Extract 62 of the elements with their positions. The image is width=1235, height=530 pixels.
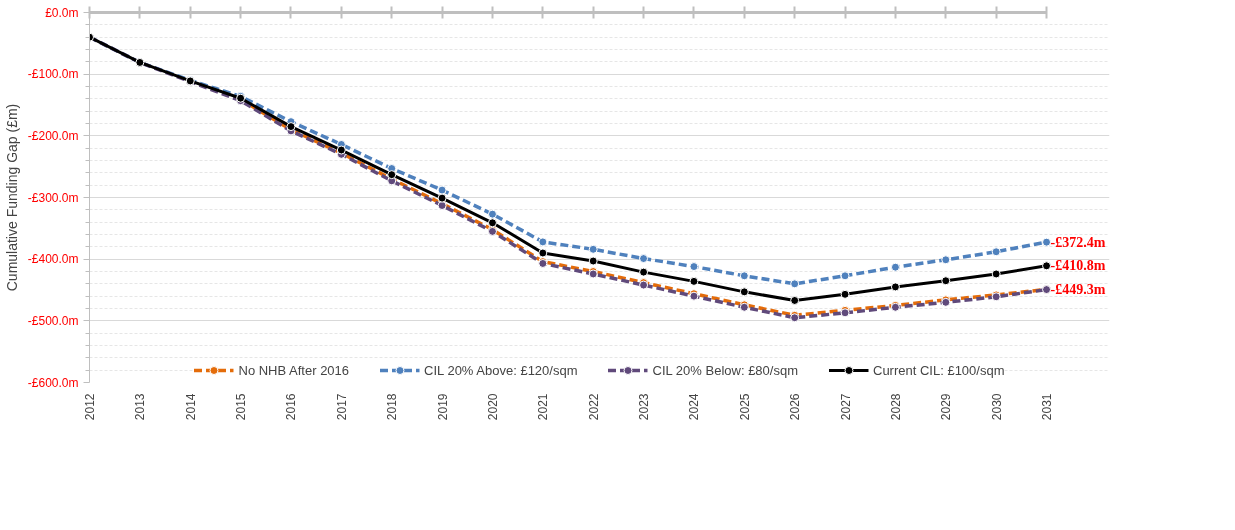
legend-label: CIL 20% Above: £120/sqm — [424, 362, 578, 378]
y-tick-label: -£100.0m — [27, 67, 79, 82]
data-label: -£449.3m — [1050, 282, 1106, 298]
x-tick-label: 2020 — [485, 393, 500, 421]
point — [991, 247, 1001, 257]
point — [1042, 237, 1052, 247]
point — [890, 282, 900, 292]
y-tick-label: £0.0m — [45, 5, 79, 20]
point — [840, 271, 850, 281]
point — [588, 244, 598, 254]
x-tick-label: 2021 — [536, 393, 551, 421]
point — [639, 254, 649, 264]
data-label: -£372.4m — [1050, 234, 1106, 250]
point — [790, 295, 800, 305]
legend-label: CIL 20% Below: £80/sqm — [652, 362, 798, 378]
legend-label: No NHB After 2016 — [238, 362, 350, 378]
y-axis-title: Cumulative Funding Gap (£m) — [3, 103, 20, 292]
point — [437, 193, 447, 203]
x-tick-label: 2026 — [788, 393, 803, 421]
point — [739, 287, 749, 297]
x-tick-label: 2017 — [334, 393, 349, 421]
point — [840, 289, 850, 299]
x-tick-label: 2015 — [234, 393, 249, 421]
x-tick-label: 2030 — [989, 393, 1004, 421]
x-tick-label: 2027 — [838, 393, 853, 421]
legend-label: Current CIL: £100/sqm — [872, 362, 1005, 378]
point — [1042, 261, 1052, 271]
point — [538, 237, 548, 247]
point — [538, 248, 548, 258]
y-tick-label: -£500.0m — [27, 313, 79, 328]
x-tick-label: 2024 — [687, 393, 702, 421]
x-tick-label: 2025 — [737, 393, 752, 421]
y-tick-label: -£300.0m — [27, 190, 79, 205]
x-tick-label: 2028 — [888, 393, 903, 421]
point — [639, 267, 649, 277]
point — [588, 256, 598, 266]
point — [739, 271, 749, 281]
data-label: -£410.8m — [1050, 258, 1106, 274]
x-tick-label: 2029 — [939, 393, 954, 421]
x-tick-label: 2019 — [435, 393, 450, 421]
point — [790, 279, 800, 289]
y-tick-label: -£200.0m — [27, 128, 79, 143]
y-tick-label: -£600.0m — [27, 375, 79, 390]
point — [890, 262, 900, 272]
point — [941, 276, 951, 286]
x-tick-label: 2016 — [284, 393, 299, 421]
x-tick-label: 2023 — [637, 393, 652, 421]
point — [487, 218, 497, 228]
x-tick-label: 2012 — [83, 393, 97, 421]
x-tick-label: 2022 — [586, 393, 601, 421]
point — [991, 269, 1001, 279]
point — [689, 262, 699, 272]
point — [689, 276, 699, 286]
x-tick-label: 2014 — [183, 393, 198, 421]
x-tick-label: 2013 — [133, 393, 148, 421]
point — [387, 170, 397, 180]
point — [487, 209, 497, 219]
point — [437, 185, 447, 195]
x-tick-label: 2031 — [1040, 393, 1055, 421]
point — [941, 255, 951, 265]
y-tick-label: -£400.0m — [27, 252, 79, 267]
x-tick-label: 2018 — [385, 393, 400, 421]
